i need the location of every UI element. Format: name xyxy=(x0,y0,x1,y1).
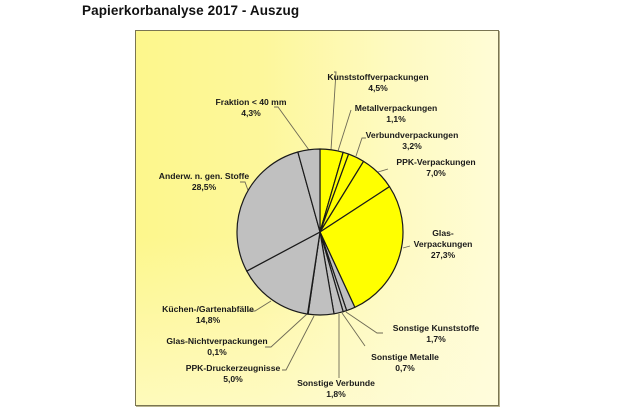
leader-line xyxy=(345,311,383,334)
slice-label: Sonstige Kunststoffe 1,7% xyxy=(393,323,479,345)
pie-slice-glas-verpackungen xyxy=(319,186,404,308)
slice-label: Fraktion < 40 mm 4,3% xyxy=(216,97,287,119)
slice-label-value: Verpackungen xyxy=(413,239,473,249)
slice-label: Glas- Verpackungen 27,3% xyxy=(414,228,473,261)
slice-label-name: Glas- xyxy=(432,228,454,238)
slice-label-value: 1,7% xyxy=(426,334,446,344)
slice-label: Sonstige Verbunde 1,8% xyxy=(297,378,375,400)
slice-label-value: 14,8% xyxy=(195,315,221,325)
leader-line xyxy=(240,181,250,194)
leader-line xyxy=(337,109,352,152)
leader-line xyxy=(248,300,272,312)
pie-slice-anderw-n-gen-stoffe xyxy=(236,151,321,272)
slice-label-value: 0,1% xyxy=(207,347,227,357)
slice-label-name: PPK-Druckerzeugnisse xyxy=(185,363,281,373)
slice-label: Metallverpackungen 1,1% xyxy=(355,103,438,125)
slice-label: PPK-Verpackungen 7,0% xyxy=(396,157,475,179)
slice-label-value: 1,1% xyxy=(386,114,406,124)
slice-label-value: 0,7% xyxy=(395,363,415,373)
chart-title: Papierkorbanalyse 2017 - Auszug xyxy=(82,3,300,18)
slice-label-name: Küchen-/Gartenabfälle xyxy=(162,304,254,314)
slice-label: PPK-Druckerzeugnisse 5,0% xyxy=(186,363,281,385)
leader-line xyxy=(274,106,310,151)
slice-label-name: Kunststoffverpackungen xyxy=(327,72,429,82)
slice-label-name: Fraktion < 40 mm xyxy=(215,97,287,107)
slice-label-value: 4,3% xyxy=(241,108,261,118)
slice-label: Verbundverpackungen 3,2% xyxy=(366,130,459,152)
slice-label: Glas-Nichtverpackungen 0,1% xyxy=(166,336,267,358)
slice-label-name: Glas-Nichtverpackungen xyxy=(166,336,268,346)
slice-label-value: 5,0% xyxy=(223,374,243,384)
slice-label-value: 4,5% xyxy=(368,83,388,93)
slice-label-value: 1,8% xyxy=(326,389,346,399)
slice-label: Kunststoffverpackungen 4,5% xyxy=(327,72,428,94)
slice-label-name: Anderw. n. gen. Stoffe xyxy=(158,171,250,181)
slice-label-name: Metallverpackungen xyxy=(354,103,438,113)
leader-line xyxy=(377,168,389,173)
slice-label-value: 7,0% xyxy=(426,168,446,178)
leader-line xyxy=(402,245,411,249)
pie-slice-küchen-gartenabfälle xyxy=(246,231,321,315)
slice-label: Küchen-/Gartenabfälle 14,8% xyxy=(162,304,254,326)
slice-label-name: Verbundverpackungen xyxy=(365,130,459,140)
slice-label-name: Sonstige Kunststoffe xyxy=(392,323,480,333)
leader-line xyxy=(355,137,366,157)
leader-line xyxy=(330,71,337,151)
slice-label-value: 3,2% xyxy=(402,141,422,151)
slice-label: Sonstige Metalle 0,7% xyxy=(371,352,439,374)
slice-label-value: 28,5% xyxy=(191,182,217,192)
slice-label-name: Sonstige Metalle xyxy=(371,352,439,362)
slice-label-name: Sonstige Verbunde xyxy=(297,378,375,388)
leader-line xyxy=(282,315,315,371)
slice-label-name: PPK-Verpackungen xyxy=(396,157,476,167)
slice-label: Anderw. n. gen. Stoffe 28,5% xyxy=(159,171,249,193)
pie-slice-fraktion-40-mm xyxy=(297,148,321,233)
slice-label-value: 27,3% xyxy=(430,250,456,260)
leader-line xyxy=(341,312,366,347)
leader-line xyxy=(265,313,308,348)
